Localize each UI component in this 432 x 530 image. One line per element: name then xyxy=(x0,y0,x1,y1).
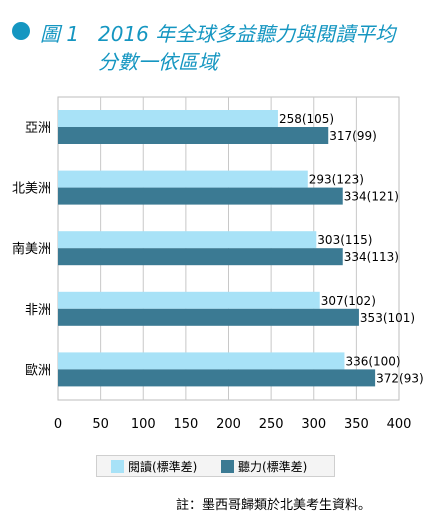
bars-group: 258(105) 317(99) 293(123) 334(121) 303(115) 3… xyxy=(58,110,424,387)
bar-listening xyxy=(58,187,343,205)
bar-reading xyxy=(58,352,345,370)
legend-item-listening: 聽力(標準差) xyxy=(221,458,307,475)
data-label: 317(99) xyxy=(329,129,377,143)
legend-item-reading: 閱讀(標準差) xyxy=(111,458,197,475)
legend-swatch-reading xyxy=(111,460,124,473)
category-label: 歐洲 xyxy=(25,363,51,378)
data-label: 334(113) xyxy=(344,250,399,264)
figure-label: 圖 1 xyxy=(40,22,80,46)
data-label: 293(123) xyxy=(309,173,364,187)
x-tick-label: 0 xyxy=(54,417,62,432)
x-tick-label: 400 xyxy=(387,417,412,432)
x-tick-label: 50 xyxy=(92,417,109,432)
bar-reading xyxy=(58,110,278,127)
x-tick-label: 300 xyxy=(301,417,326,432)
bar-listening xyxy=(58,248,343,266)
category-label: 北美洲 xyxy=(12,182,51,197)
bar-listening xyxy=(58,308,359,326)
legend-label-reading: 閱讀(標準差) xyxy=(128,460,198,474)
data-label: 334(121) xyxy=(344,190,399,204)
category-label: 非洲 xyxy=(25,303,51,318)
data-label: 258(105) xyxy=(279,112,334,126)
bar-listening xyxy=(58,127,329,144)
bar-reading xyxy=(58,170,308,188)
x-tick-label: 150 xyxy=(173,417,198,432)
legend-swatch-listening xyxy=(221,460,234,473)
x-tick-label: 250 xyxy=(259,417,284,432)
x-tick-label: 100 xyxy=(131,417,156,432)
bar-reading xyxy=(58,291,320,309)
data-label: 372(93) xyxy=(376,371,424,385)
data-label: 353(101) xyxy=(360,311,415,325)
x-tick-labels: 0 50 100 150 200 250 300 350 400 xyxy=(54,417,412,432)
legend-label-listening: 聽力(標準差) xyxy=(238,460,308,474)
bullet-dot-icon xyxy=(12,22,30,40)
data-label: 307(102) xyxy=(321,294,376,308)
footnote: 註：墨西哥歸類於北美考生資料。 xyxy=(176,498,372,513)
category-label: 南美洲 xyxy=(12,241,51,257)
chart-title-line-2: 分數一依區域 xyxy=(98,50,218,74)
bar-listening xyxy=(58,369,376,387)
legend: 閱讀(標準差) 聽力(標準差) xyxy=(96,455,335,477)
x-tick-label: 350 xyxy=(344,417,369,432)
bar-reading xyxy=(58,231,317,249)
chart-title-line-1: 2016 年全球多益聽力與閱讀平均 xyxy=(98,22,396,46)
data-label: 303(115) xyxy=(317,233,372,247)
data-label: 336(100) xyxy=(345,354,400,368)
x-tick-label: 200 xyxy=(216,417,241,432)
category-label: 亞洲 xyxy=(25,121,51,136)
